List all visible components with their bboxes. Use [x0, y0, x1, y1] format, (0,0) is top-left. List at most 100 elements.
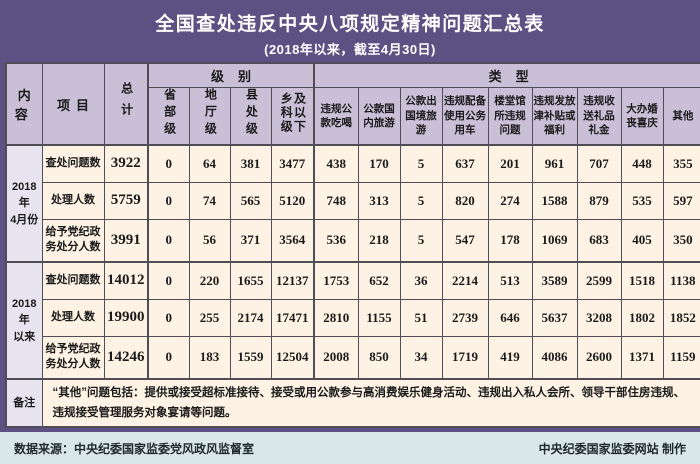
- data-cell: 879: [576, 181, 622, 220]
- data-cell: 2810: [313, 298, 359, 337]
- footer-band: 数据来源：中央纪委国家监委党风政风监督室 中央纪委国家监委网站 制作: [0, 432, 700, 464]
- data-cell: 5: [399, 218, 443, 263]
- data-cell: 1588: [531, 181, 578, 220]
- data-cell: 2214: [441, 261, 489, 300]
- total-cell: 3922: [103, 144, 149, 183]
- page-subtitle: (2018年以来，截至4月30日): [264, 41, 436, 57]
- data-cell: 2739: [441, 298, 489, 337]
- col-header-county-level: 县处级: [229, 86, 272, 146]
- data-cell: 274: [487, 181, 533, 220]
- col-header-total-label: 总计: [119, 81, 134, 124]
- col-header-content: 内容: [5, 62, 43, 146]
- data-cell: 350: [662, 218, 700, 263]
- data-cell: 646: [487, 298, 533, 337]
- group-header-level: 级别: [146, 62, 315, 88]
- row-label: 给予党纪政务处分人数: [41, 335, 105, 380]
- col-header-type-7: 违规收送礼品礼金: [576, 86, 622, 146]
- col-header-type-5: 楼堂馆所违规问题: [487, 86, 533, 146]
- table-row: 处理人数 5759 0 74 565 5120 748 313 5 820 274 1588 879 53…: [6, 181, 700, 220]
- data-cell: 51: [399, 298, 443, 337]
- data-cell: 1719: [441, 335, 489, 380]
- data-cell: 597: [662, 181, 700, 220]
- data-cell: 255: [188, 298, 231, 337]
- page-title: 全国查处违反中央八项规定精神问题汇总表: [155, 13, 545, 35]
- data-cell: 381: [229, 144, 272, 183]
- data-cell: 201: [487, 144, 533, 183]
- data-cell: 355: [662, 144, 700, 183]
- data-cell: 1802: [620, 298, 664, 337]
- data-cell: 34: [399, 335, 443, 380]
- total-cell: 14012: [103, 261, 149, 300]
- period-cell: 2018年 4月份: [5, 144, 43, 263]
- data-cell: 2600: [576, 335, 622, 380]
- table-row: 给予党纪政务处分人数 14246 0 183 1559 12504 2008 850 34 171…: [6, 335, 700, 380]
- data-cell: 4086: [531, 335, 578, 380]
- col-header-type-6: 违规发放津补贴或福利: [531, 86, 578, 146]
- data-cell: 5: [399, 144, 443, 183]
- data-cell: 1559: [229, 335, 272, 380]
- data-cell: 0: [147, 335, 190, 380]
- data-cell: 2599: [576, 261, 622, 300]
- data-cell: 220: [188, 261, 231, 300]
- data-cell: 1138: [662, 261, 700, 300]
- data-cell: 419: [487, 335, 533, 380]
- row-label: 查处问题数: [41, 261, 105, 300]
- data-cell: 536: [313, 218, 359, 263]
- data-cell: 1753: [313, 261, 359, 300]
- summary-table: 内容 项目 总计 级别 类型 省部级 地厅级 县处级 乡科级及以下 违规公款吃喝…: [5, 62, 700, 429]
- data-cell: 5637: [531, 298, 578, 337]
- total-cell: 5759: [103, 181, 149, 220]
- data-source: 数据来源：中央纪委国家监委党风政风监督室: [14, 441, 255, 456]
- data-cell: 56: [188, 218, 231, 263]
- table-row: 2018年 4月份 查处问题数 3922 0 64 381 3477 438 170 5 637 20…: [5, 144, 700, 263]
- col-header-prefecture-level: 地厅级: [188, 86, 231, 146]
- data-cell: 74: [188, 181, 231, 220]
- data-cell: 683: [576, 218, 622, 263]
- data-cell: 0: [147, 181, 190, 220]
- data-cell: 170: [357, 144, 401, 183]
- data-cell: 2008: [313, 335, 359, 380]
- col-header-type-8: 大办婚丧喜庆: [620, 86, 664, 146]
- data-cell: 547: [441, 218, 489, 263]
- remark-text: “其他”问题包括：提供或接受超标准接待、接受或用公款参与高消费娱乐健身活动、违规…: [41, 377, 700, 428]
- data-cell: 1655: [229, 261, 272, 300]
- table-wrap: 内容 项目 总计 级别 类型 省部级 地厅级 县处级 乡科级及以下 违规公款吃喝…: [0, 62, 700, 429]
- title-block: 全国查处违反中央八项规定精神问题汇总表 (2018年以来，截至4月30日): [0, 0, 700, 62]
- data-cell: 12504: [270, 335, 315, 380]
- group-header-type: 类型: [313, 62, 700, 88]
- data-cell: 3589: [531, 261, 578, 300]
- data-cell: 405: [620, 218, 664, 263]
- data-cell: 178: [487, 218, 533, 263]
- total-cell: 14246: [103, 335, 149, 380]
- row-label: 处理人数: [41, 181, 105, 220]
- data-cell: 513: [487, 261, 533, 300]
- row-label: 处理人数: [41, 298, 105, 337]
- col-header-type-3: 公款出国境旅游: [399, 86, 443, 146]
- data-cell: 313: [357, 181, 401, 220]
- data-cell: 652: [357, 261, 401, 300]
- col-header-total: 总计: [103, 62, 149, 146]
- col-header-type-1: 违规公款吃喝: [313, 86, 359, 146]
- period-cell: 2018年 以来: [5, 261, 43, 380]
- data-cell: 5: [399, 181, 443, 220]
- data-cell: 218: [357, 218, 401, 263]
- table-row: 处理人数 19900 0 255 2174 17471 2810 1155 51 2739 646 5…: [6, 298, 700, 337]
- data-cell: 438: [313, 144, 359, 183]
- data-cell: 1852: [662, 298, 700, 337]
- data-cell: 5120: [270, 181, 315, 220]
- data-cell: 1069: [531, 218, 578, 263]
- data-cell: 183: [188, 335, 231, 380]
- row-label: 查处问题数: [41, 144, 105, 183]
- data-cell: 1518: [620, 261, 664, 300]
- credit: 中央纪委国家监委网站 制作: [538, 441, 686, 456]
- table-header: 内容 项目 总计 级别 类型 省部级 地厅级 县处级 乡科级及以下 违规公款吃喝…: [5, 62, 700, 146]
- data-cell: 565: [229, 181, 272, 220]
- col-header-type-9: 其他: [662, 86, 700, 146]
- total-cell: 3991: [103, 218, 149, 263]
- data-cell: 961: [531, 144, 578, 183]
- data-cell: 17471: [270, 298, 315, 337]
- table-row: 2018年 以来 查处问题数 14012 0 220 1655 12137 1753 652 36…: [5, 261, 700, 380]
- table-row: 给予党纪政务处分人数 3991 0 56 371 3564 536 218 5 547 178 106…: [6, 218, 700, 263]
- remark-body: 备注 “其他”问题包括：提供或接受超标准接待、接受或用公款参与高消费娱乐健身活动…: [5, 377, 700, 428]
